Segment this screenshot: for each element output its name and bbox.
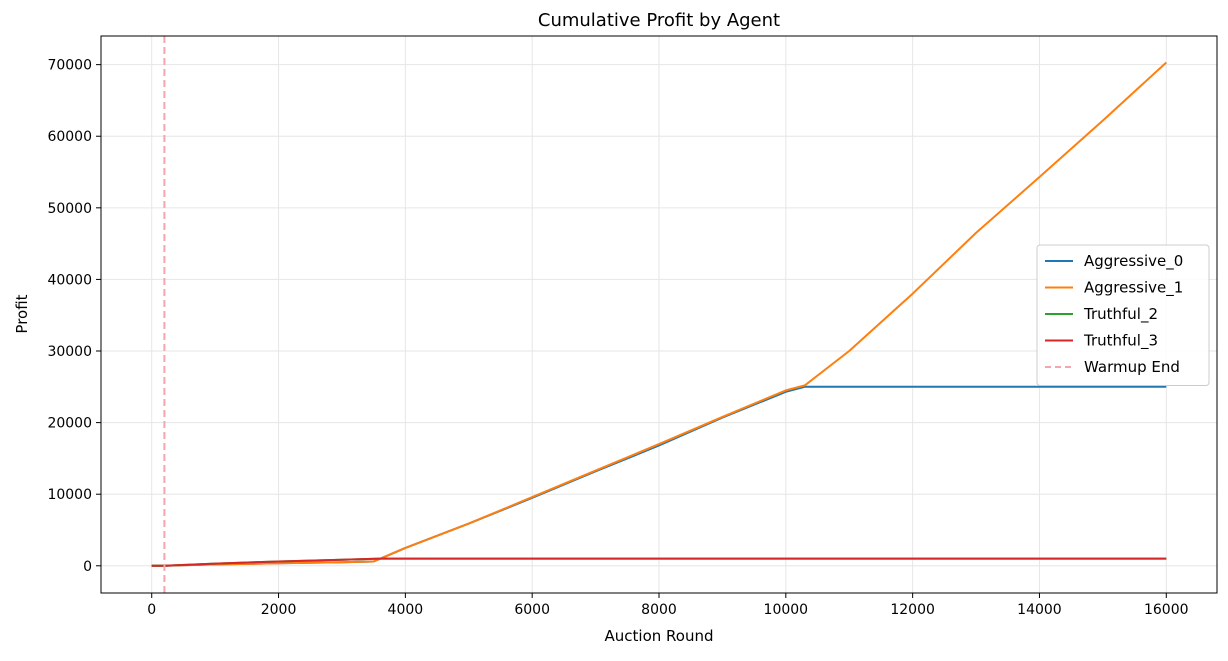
legend-label: Truthful_2 xyxy=(1083,305,1158,324)
legend-box xyxy=(1036,244,1210,386)
x-tick-label: 6000 xyxy=(514,602,550,618)
legend-label: Truthful_3 xyxy=(1083,332,1158,351)
x-tick-label: 10000 xyxy=(764,602,809,618)
x-tick-label: 16000 xyxy=(1144,602,1189,618)
y-tick-label: 30000 xyxy=(47,344,92,360)
y-tick-label: 20000 xyxy=(47,416,92,432)
legend-label: Aggressive_1 xyxy=(1084,279,1183,298)
plot-area xyxy=(151,36,1167,593)
series-line-aggressive-1 xyxy=(151,61,1167,567)
x-tick-label: 14000 xyxy=(1017,602,1062,618)
y-axis-label: Profit xyxy=(13,294,31,333)
series-line-truthful-3 xyxy=(151,557,1167,567)
y-tick-label: 60000 xyxy=(47,129,92,145)
grid xyxy=(101,36,1217,593)
legend-label: Aggressive_0 xyxy=(1084,252,1183,271)
x-axis-label: Auction Round xyxy=(605,627,714,645)
legend: Aggressive_0 Aggressive_1 Truthful_2 Truthf… xyxy=(1036,244,1210,386)
x-tick-label: 12000 xyxy=(890,602,935,618)
y-tick-label: 40000 xyxy=(47,272,92,288)
axis-ticks: 0 2000 4000 6000 8000 10000 12000 14000 16000 0 10… xyxy=(47,58,1188,618)
x-tick-label: 2000 xyxy=(261,602,297,618)
x-tick-label: 8000 xyxy=(641,602,677,618)
y-tick-label: 50000 xyxy=(47,201,92,217)
legend-label: Warmup End xyxy=(1084,358,1180,376)
y-tick-label: 70000 xyxy=(47,58,92,74)
x-tick-label: 0 xyxy=(147,602,156,618)
chart-title: Cumulative Profit by Agent xyxy=(538,10,780,31)
y-tick-label: 0 xyxy=(83,559,92,575)
x-tick-label: 4000 xyxy=(388,602,424,618)
y-tick-label: 10000 xyxy=(47,487,92,503)
